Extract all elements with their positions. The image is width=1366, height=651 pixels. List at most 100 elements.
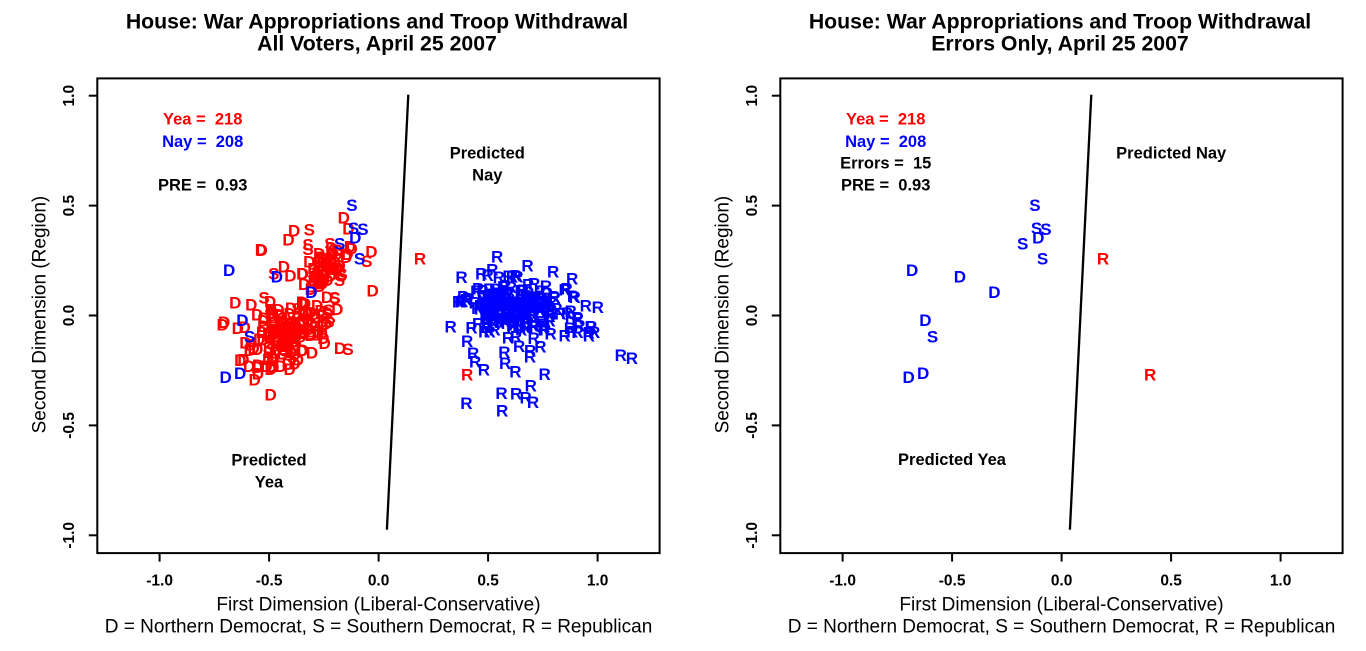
svg-text:R: R xyxy=(504,293,516,312)
svg-text:R: R xyxy=(502,299,514,318)
svg-text:D: D xyxy=(906,261,918,280)
svg-text:PRE = 0.93: PRE = 0.93 xyxy=(841,176,930,194)
svg-text:R: R xyxy=(527,393,539,412)
svg-text:R: R xyxy=(478,322,490,341)
svg-text:R: R xyxy=(500,295,512,314)
svg-text:D: D xyxy=(280,331,292,350)
svg-text:D: D xyxy=(297,304,309,323)
svg-text:R: R xyxy=(483,296,495,315)
svg-text:D: D xyxy=(326,244,338,263)
svg-text:R: R xyxy=(482,306,494,325)
svg-text:R: R xyxy=(519,309,531,328)
svg-text:R: R xyxy=(493,268,505,287)
svg-text:R: R xyxy=(529,290,541,309)
svg-text:D: D xyxy=(311,322,323,341)
svg-text:R: R xyxy=(524,298,536,317)
svg-text:R: R xyxy=(521,319,533,338)
svg-text:D: D xyxy=(305,325,317,344)
svg-text:R: R xyxy=(535,289,547,308)
svg-text:R: R xyxy=(524,341,536,360)
svg-text:R: R xyxy=(567,287,579,306)
svg-text:S: S xyxy=(279,341,290,360)
svg-text:R: R xyxy=(506,310,518,329)
svg-text:R: R xyxy=(534,282,546,301)
svg-text:R: R xyxy=(561,280,573,299)
svg-text:D: D xyxy=(279,335,291,354)
svg-text:S: S xyxy=(323,301,334,320)
svg-text:S: S xyxy=(348,219,359,238)
svg-text:R: R xyxy=(475,265,487,284)
svg-text:D: D xyxy=(313,245,325,264)
svg-text:R: R xyxy=(506,268,518,287)
svg-text:D: D xyxy=(262,325,274,344)
svg-text:R: R xyxy=(519,388,531,407)
svg-text:R: R xyxy=(518,296,530,315)
svg-text:Nay: Nay xyxy=(472,167,503,185)
svg-text:D = Northern Democrat, S = Sou: D = Northern Democrat, S = Southern Demo… xyxy=(105,616,653,637)
svg-text:D: D xyxy=(234,351,246,370)
svg-text:R: R xyxy=(540,277,552,296)
svg-text:R: R xyxy=(522,313,534,332)
svg-text:D: D xyxy=(269,324,281,343)
svg-text:D: D xyxy=(1032,228,1044,247)
svg-text:D: D xyxy=(267,325,279,344)
svg-text:D: D xyxy=(325,260,337,279)
svg-text:D: D xyxy=(265,386,277,405)
svg-text:S: S xyxy=(1017,234,1028,253)
svg-text:D: D xyxy=(301,311,313,330)
svg-text:S: S xyxy=(319,303,330,322)
svg-text:S: S xyxy=(1040,220,1051,239)
svg-text:R: R xyxy=(526,306,538,325)
svg-text:R: R xyxy=(489,280,501,299)
svg-text:R: R xyxy=(488,295,500,314)
svg-text:D: D xyxy=(326,246,338,265)
svg-text:D: D xyxy=(255,241,267,260)
svg-text:D: D xyxy=(322,255,334,274)
svg-text:D: D xyxy=(316,250,328,269)
svg-text:D: D xyxy=(232,319,244,338)
svg-text:R: R xyxy=(571,308,583,327)
svg-text:D: D xyxy=(277,345,289,364)
svg-text:R: R xyxy=(461,292,473,311)
svg-text:R: R xyxy=(501,285,513,304)
svg-text:R: R xyxy=(527,317,539,336)
svg-text:R: R xyxy=(488,293,500,312)
svg-text:S: S xyxy=(291,300,302,319)
svg-text:S: S xyxy=(331,244,342,263)
svg-text:R: R xyxy=(501,314,513,333)
svg-text:S: S xyxy=(927,327,938,346)
svg-text:D: D xyxy=(334,339,346,358)
svg-text:S: S xyxy=(336,265,347,284)
svg-text:D: D xyxy=(367,281,379,300)
svg-text:R: R xyxy=(588,323,600,342)
svg-text:S: S xyxy=(357,220,368,239)
svg-text:R: R xyxy=(499,277,511,296)
svg-text:D: D xyxy=(344,237,356,256)
svg-text:R: R xyxy=(514,297,526,316)
svg-text:D: D xyxy=(314,277,326,296)
svg-text:R: R xyxy=(481,295,493,314)
svg-text:S: S xyxy=(313,253,324,272)
svg-text:R: R xyxy=(564,319,576,338)
svg-text:D: D xyxy=(322,256,334,275)
svg-text:Predicted Yea: Predicted Yea xyxy=(898,451,1007,469)
svg-text:1.0: 1.0 xyxy=(1270,572,1292,589)
svg-text:R: R xyxy=(1144,366,1156,385)
svg-text:D: D xyxy=(342,220,354,239)
svg-text:R: R xyxy=(506,297,518,316)
svg-text:0.5: 0.5 xyxy=(477,572,499,589)
svg-text:-1.0: -1.0 xyxy=(146,572,173,589)
svg-text:R: R xyxy=(592,298,604,317)
svg-text:R: R xyxy=(476,282,488,301)
svg-text:D: D xyxy=(278,340,290,359)
svg-text:D: D xyxy=(307,260,319,279)
svg-text:D: D xyxy=(988,283,1000,302)
svg-text:R: R xyxy=(536,312,548,331)
svg-text:S: S xyxy=(324,235,335,254)
svg-text:D: D xyxy=(268,323,280,342)
svg-text:R: R xyxy=(502,329,514,348)
svg-text:S: S xyxy=(263,333,274,352)
svg-text:S: S xyxy=(328,241,339,260)
svg-text:S: S xyxy=(334,271,345,290)
svg-text:R: R xyxy=(509,363,521,382)
